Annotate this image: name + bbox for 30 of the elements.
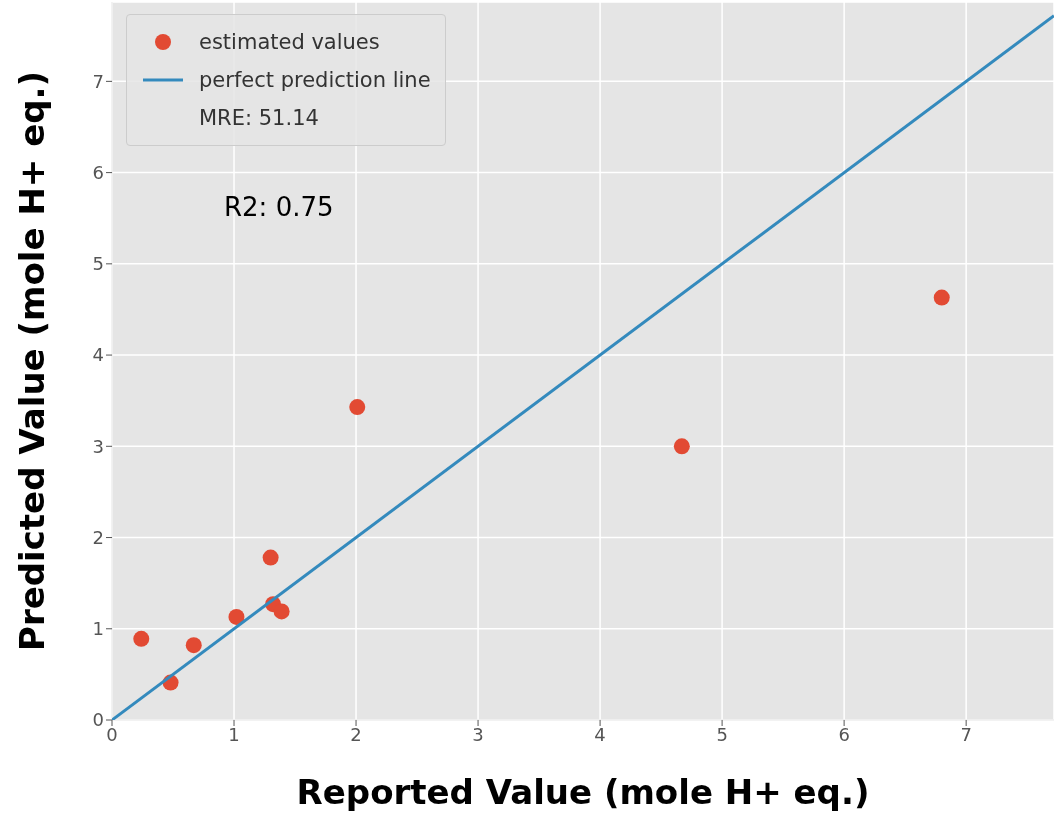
y-tick-label: 3: [92, 435, 104, 457]
point: [349, 399, 366, 416]
y-tick-label: 2: [92, 526, 104, 548]
point: [933, 289, 950, 306]
point: [133, 630, 150, 647]
x-tick-label: 4: [594, 723, 606, 745]
x-axis-title: Reported Value (mole H+ eq.): [295, 772, 871, 812]
y-tick-label: 5: [92, 253, 104, 275]
x-tick-label: 2: [350, 723, 362, 745]
x-tick-label: 5: [716, 723, 728, 745]
point: [273, 603, 290, 620]
x-tick-label: 1: [228, 723, 240, 745]
y-tick-label: 0: [92, 709, 104, 731]
y-tick-label: 7: [92, 70, 104, 92]
annotation: MRE: 51.14: [198, 105, 320, 132]
point: [262, 549, 279, 566]
point: [185, 637, 202, 654]
x-tick-label: 6: [838, 723, 850, 745]
y-tick-label: 1: [92, 618, 104, 640]
point: [228, 608, 245, 625]
annotation: R2: 0.75: [224, 192, 334, 222]
legend-label: perfect prediction line: [199, 67, 431, 94]
y-axis-title: Predicted Value (mole H+ eq.): [12, 70, 52, 652]
x-tick-label: 0: [106, 723, 118, 745]
legend-label: estimated values: [199, 29, 380, 56]
y-tick-label: 6: [92, 161, 104, 183]
y-tick-label: 4: [92, 344, 104, 366]
x-tick-label: 3: [472, 723, 484, 745]
x-tick-label: 7: [960, 723, 972, 745]
point: [673, 438, 690, 455]
